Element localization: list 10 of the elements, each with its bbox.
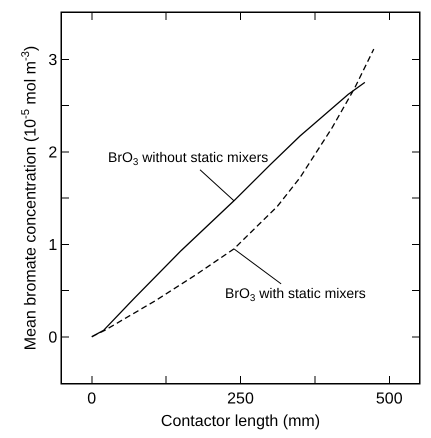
y-tick-label: 1 [48,236,58,254]
y-tick-label: 3 [48,52,58,69]
x-axis-title: Contactor length (mm) [160,413,320,430]
y-tick-label: 0 [48,329,58,346]
x-tick-label: 0 [87,390,96,408]
y-tick-label: 2 [48,144,58,162]
annotation: BrO$_{3}$ with static mixers [225,285,366,304]
annotation: BrO$_{3}$ without static mixers [108,149,268,168]
x-tick-label: 250 [227,390,254,408]
x-tick-label: 500 [376,390,403,408]
